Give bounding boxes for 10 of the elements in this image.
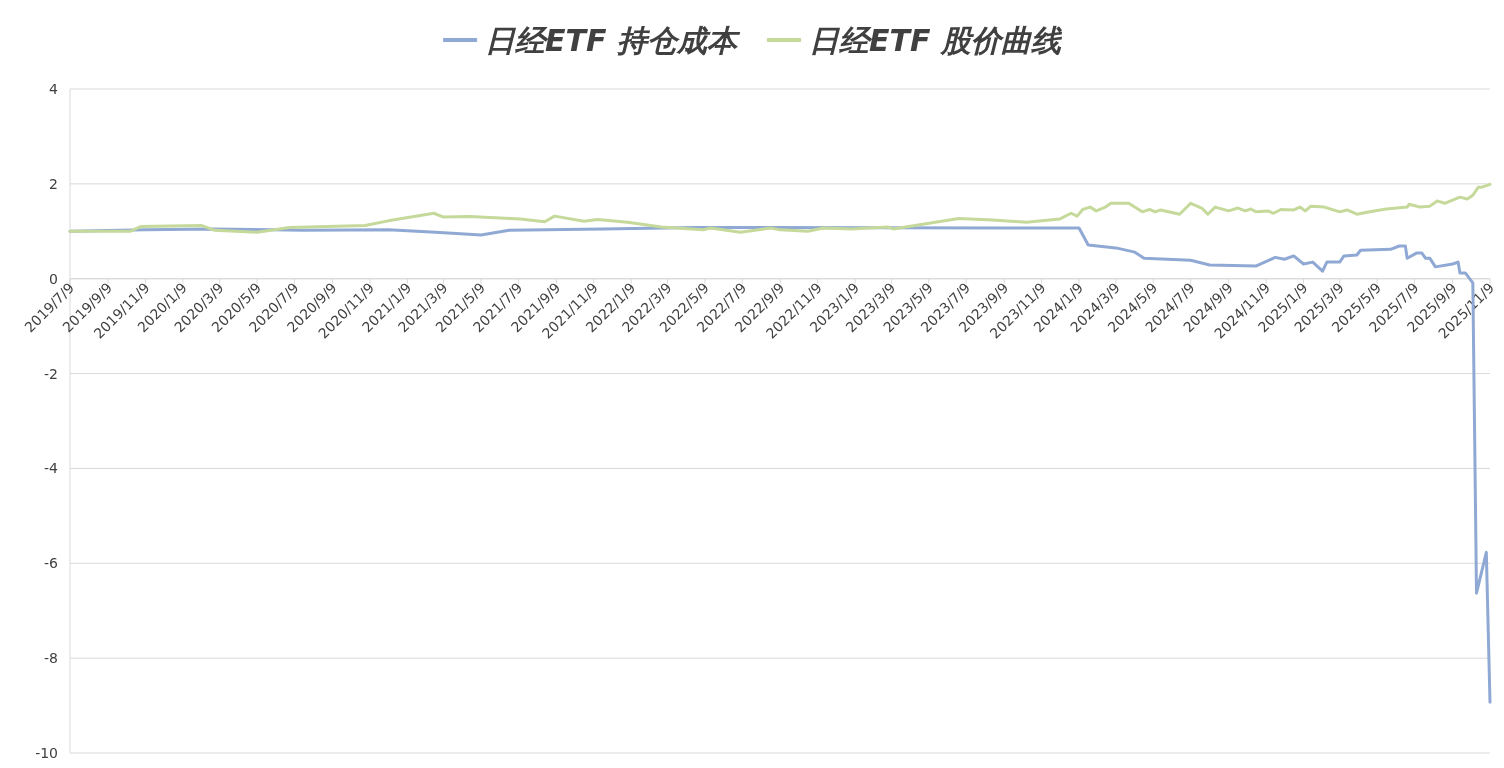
y-tick-label: -4 <box>44 460 59 477</box>
y-tick-label: 2 <box>49 175 58 192</box>
y-tick-label: -10 <box>35 745 58 761</box>
y-tick-label: 0 <box>49 270 58 287</box>
legend-label: 日经ETF 持仓成本 <box>485 23 741 58</box>
y-tick-label: 4 <box>49 81 59 97</box>
y-tick-label: -6 <box>44 555 59 572</box>
y-tick-label: -2 <box>44 365 58 382</box>
legend-label: 日经ETF 股价曲线 <box>809 23 1063 58</box>
y-tick-label: -8 <box>44 650 58 667</box>
